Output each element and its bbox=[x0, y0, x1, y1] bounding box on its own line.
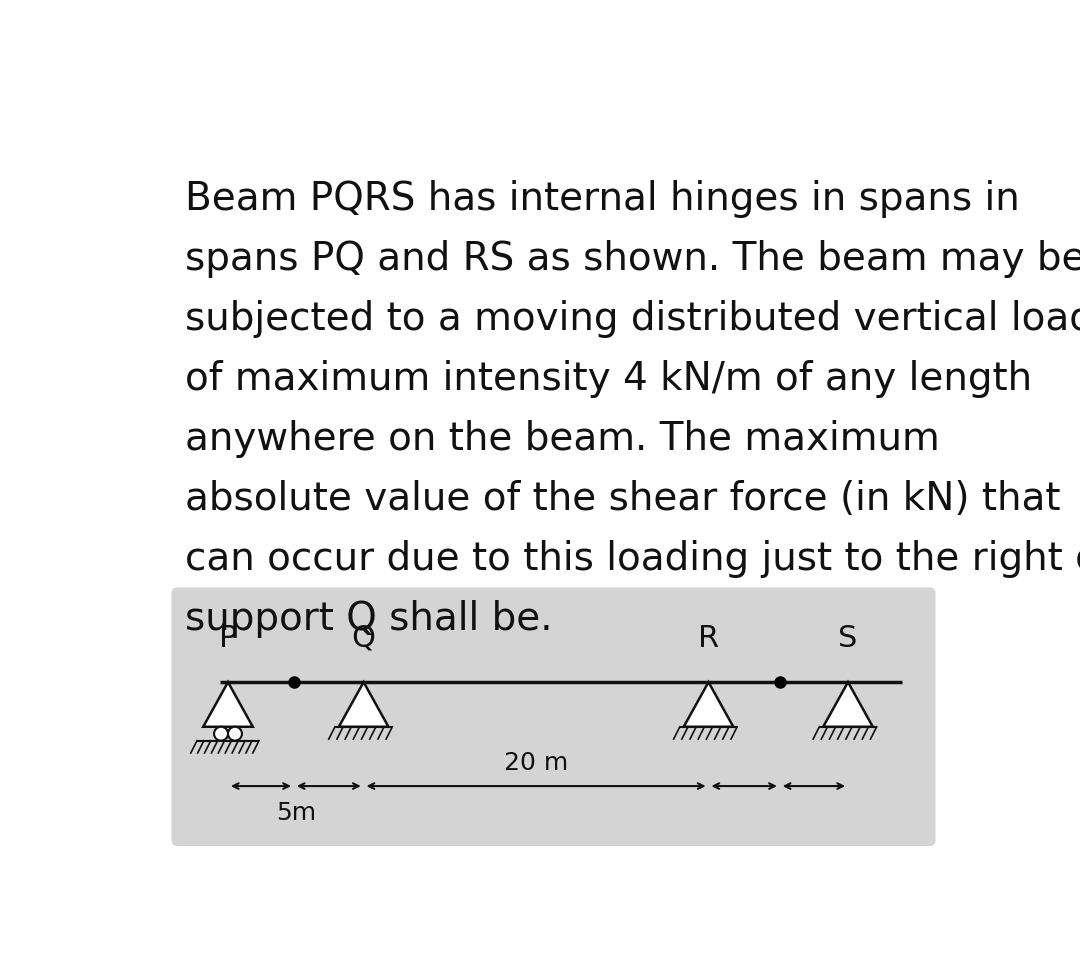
Text: Beam PQRS has internal hinges in spans in: Beam PQRS has internal hinges in spans i… bbox=[186, 180, 1021, 218]
Polygon shape bbox=[203, 682, 253, 727]
Text: S: S bbox=[838, 623, 858, 652]
Text: subjected to a moving distributed vertical load: subjected to a moving distributed vertic… bbox=[186, 300, 1080, 338]
Text: absolute value of the shear force (in kN) that: absolute value of the shear force (in kN… bbox=[186, 480, 1061, 519]
Text: of maximum intensity 4 kN/m of any length: of maximum intensity 4 kN/m of any lengt… bbox=[186, 360, 1032, 398]
Text: anywhere on the beam. The maximum: anywhere on the beam. The maximum bbox=[186, 420, 940, 458]
Text: 20 m: 20 m bbox=[504, 751, 568, 775]
Text: 5m: 5m bbox=[275, 802, 315, 826]
FancyBboxPatch shape bbox=[172, 588, 935, 846]
Text: Q: Q bbox=[352, 623, 376, 652]
Text: spans PQ and RS as shown. The beam may be: spans PQ and RS as shown. The beam may b… bbox=[186, 240, 1080, 278]
Polygon shape bbox=[823, 682, 873, 727]
Text: R: R bbox=[698, 623, 719, 652]
Polygon shape bbox=[339, 682, 389, 727]
Polygon shape bbox=[684, 682, 733, 727]
Text: can occur due to this loading just to the right of: can occur due to this loading just to th… bbox=[186, 540, 1080, 579]
Circle shape bbox=[228, 727, 242, 741]
Text: support Q shall be.: support Q shall be. bbox=[186, 600, 553, 639]
Text: P: P bbox=[219, 623, 238, 652]
Circle shape bbox=[214, 727, 228, 741]
